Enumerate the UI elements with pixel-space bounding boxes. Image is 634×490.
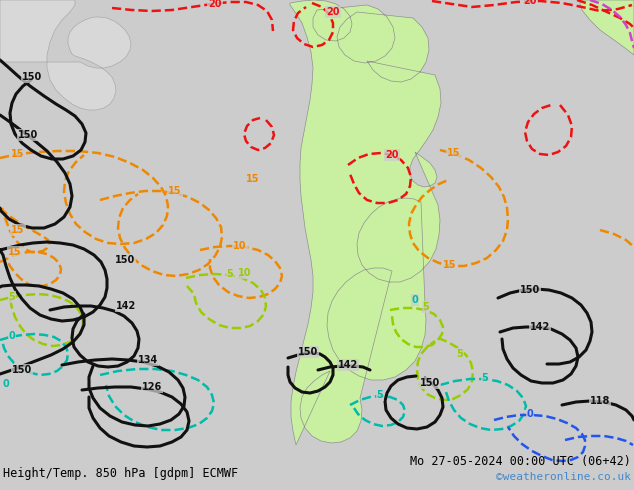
Text: ©weatheronline.co.uk: ©weatheronline.co.uk xyxy=(496,472,631,482)
Text: 118: 118 xyxy=(590,396,610,406)
Text: 150: 150 xyxy=(420,378,440,388)
Text: 15: 15 xyxy=(11,225,25,235)
Text: 15: 15 xyxy=(168,186,182,196)
Polygon shape xyxy=(0,0,131,110)
Text: 150: 150 xyxy=(18,130,38,140)
Text: 0: 0 xyxy=(3,379,10,389)
Text: 142: 142 xyxy=(338,360,358,370)
Text: 0: 0 xyxy=(411,295,418,305)
Polygon shape xyxy=(290,0,441,445)
Text: Height/Temp. 850 hPa [gdpm] ECMWF: Height/Temp. 850 hPa [gdpm] ECMWF xyxy=(3,467,238,480)
Text: 5: 5 xyxy=(226,269,233,279)
Text: 126: 126 xyxy=(142,382,162,392)
Text: 10: 10 xyxy=(233,241,247,251)
Polygon shape xyxy=(580,0,634,55)
Text: 5: 5 xyxy=(9,292,15,302)
Text: 20: 20 xyxy=(327,7,340,17)
Text: 150: 150 xyxy=(115,255,135,265)
Text: 20: 20 xyxy=(523,0,537,6)
Text: 142: 142 xyxy=(116,301,136,311)
Text: 10: 10 xyxy=(238,268,252,278)
Text: 150: 150 xyxy=(520,285,540,295)
Text: Mo 27-05-2024 00:00 UTC (06+42): Mo 27-05-2024 00:00 UTC (06+42) xyxy=(410,455,631,468)
Text: 0: 0 xyxy=(527,409,533,419)
Text: 5: 5 xyxy=(456,349,463,359)
Text: 20: 20 xyxy=(208,0,222,9)
Text: 0: 0 xyxy=(9,331,15,341)
Text: 15: 15 xyxy=(447,148,461,158)
Text: 134: 134 xyxy=(138,355,158,365)
Text: 150: 150 xyxy=(298,347,318,357)
Text: 15: 15 xyxy=(11,149,25,159)
Text: 5: 5 xyxy=(423,302,429,312)
Text: 15: 15 xyxy=(246,174,260,184)
Text: 5: 5 xyxy=(482,373,488,383)
Text: 15: 15 xyxy=(443,260,456,270)
Text: 20: 20 xyxy=(385,150,399,160)
Text: 142: 142 xyxy=(530,322,550,332)
Text: 150: 150 xyxy=(22,72,42,82)
Text: 15: 15 xyxy=(8,247,22,257)
Text: 150: 150 xyxy=(12,365,32,375)
Text: 5: 5 xyxy=(377,390,384,400)
